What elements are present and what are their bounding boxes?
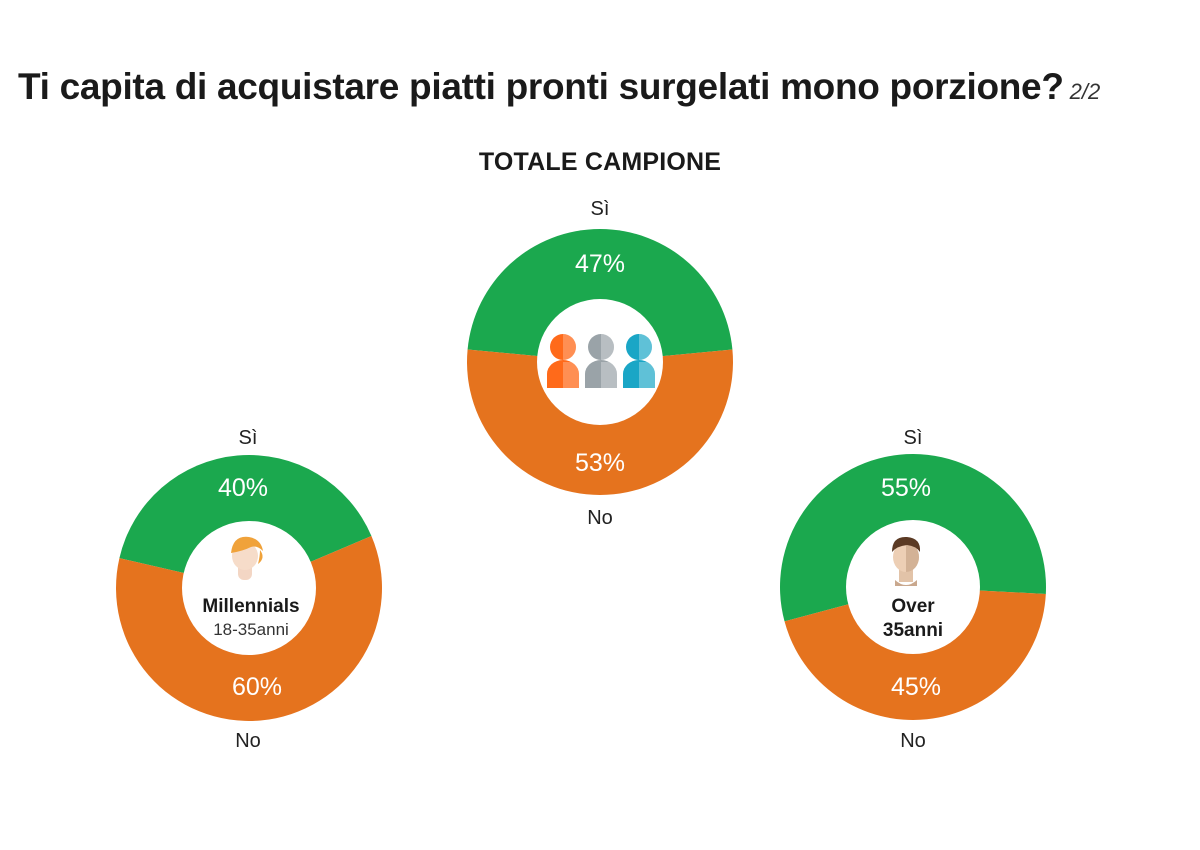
over35-yes-label: Sì <box>903 427 923 449</box>
over35-center-label: Over <box>891 596 935 617</box>
donut-over35-no-value: 45% <box>891 673 941 701</box>
millennials-center-label: Millennials <box>202 596 299 617</box>
person-grey-icon <box>585 334 617 388</box>
adult-person-icon <box>892 536 921 586</box>
donut-over35-yes-value: 55% <box>881 474 931 502</box>
person-orange-icon <box>547 334 579 388</box>
donut-totale-yes-slice <box>467 228 733 362</box>
donut-millennials-no-value: 60% <box>232 673 282 701</box>
millennials-center-sublabel: 18-35anni <box>213 620 289 639</box>
donut-millennials-yes-value: 40% <box>218 474 268 502</box>
subtitle: TOTALE CAMPIONE <box>478 148 722 176</box>
millennials-yes-label: Sì <box>238 427 258 449</box>
donut-millennials-hole <box>182 521 316 655</box>
group-people-icon <box>547 334 655 388</box>
person-teal-icon <box>623 334 655 388</box>
page-indicator: 2/2 <box>1069 79 1101 104</box>
donut-totale-no-value: 53% <box>575 449 625 477</box>
over35-no-label: No <box>900 730 926 752</box>
donut-totale: 47% 53% <box>467 228 733 495</box>
chart-title: Ti capita di acquistare piatti pronti su… <box>18 66 1198 108</box>
donut-over35-hole <box>846 520 980 654</box>
total-no-label: No <box>587 507 613 529</box>
over35-center-sublabel: 35anni <box>883 620 943 641</box>
donut-over35: 55% 45% Over 35anni <box>780 454 1047 721</box>
total-yes-label: Sì <box>590 198 610 220</box>
donut-totale-yes-value: 47% <box>575 250 625 278</box>
millennials-no-label: No <box>235 730 261 752</box>
chart-title-text: Ti capita di acquistare piatti pronti su… <box>18 66 1064 107</box>
young-person-icon <box>231 536 263 580</box>
donut-millennials: 40% 60% Millennials 18-35anni <box>116 454 383 721</box>
